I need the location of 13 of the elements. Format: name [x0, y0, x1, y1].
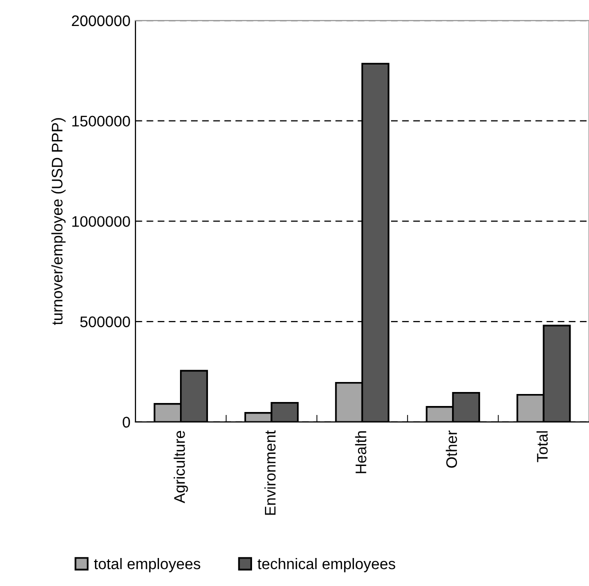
y-tick-label: 2000000 [72, 15, 130, 26]
y-tick-label: 1500000 [72, 116, 130, 127]
x-tick-label: Total [536, 431, 548, 462]
y-tick-label: 0 [122, 416, 130, 428]
y-tick-label: 500000 [80, 316, 130, 328]
legend-label: total employees [94, 558, 200, 572]
y-tick-label: 1000000 [72, 216, 130, 227]
y-axis-title: turnover/employee (USD PPP) [51, 118, 66, 325]
x-tick-label: Environment [264, 430, 276, 515]
x-tick-label: Health [355, 431, 366, 474]
x-tick-label: Other [446, 430, 458, 468]
x-tick-label: Agriculture [174, 430, 188, 504]
legend-label: technical employees [258, 558, 396, 572]
